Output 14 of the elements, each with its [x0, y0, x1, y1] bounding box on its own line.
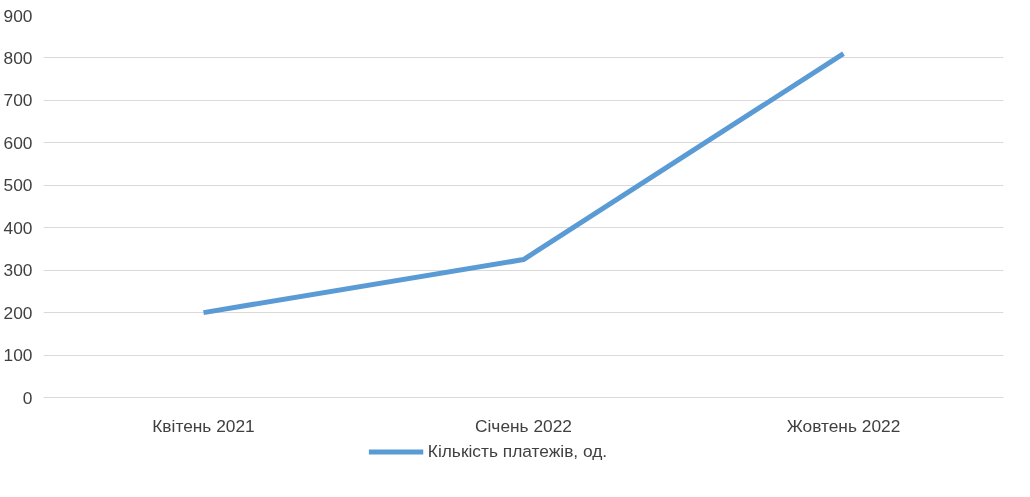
y-tick-label: 0: [22, 387, 33, 408]
y-tick-label: 200: [3, 302, 33, 323]
x-tick-label: Жовтень 2022: [786, 415, 901, 436]
legend-label: Кількість платежів, од.: [427, 440, 608, 462]
y-tick-label: 400: [3, 217, 33, 238]
y-tick-label: 300: [3, 260, 33, 281]
y-tick-label: 500: [3, 175, 33, 196]
y-tick-label: 100: [3, 345, 33, 366]
y-tick-label: 700: [3, 90, 33, 111]
x-tick-label: Січень 2022: [475, 415, 573, 436]
y-tick-label: 800: [3, 47, 33, 68]
y-tick-label: 600: [3, 132, 33, 153]
x-tick-label: Квітень 2021: [152, 415, 255, 436]
y-tick-label: 900: [3, 5, 33, 26]
